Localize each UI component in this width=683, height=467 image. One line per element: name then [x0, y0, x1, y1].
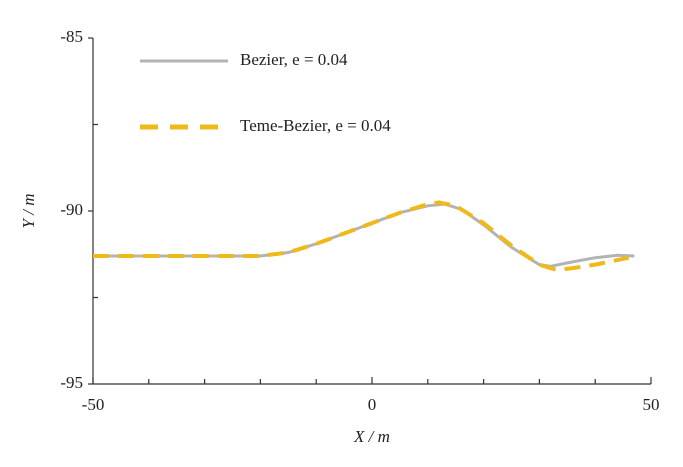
- y-axis-label: Y / m: [19, 194, 38, 229]
- x-axis-label: X / m: [353, 427, 390, 446]
- series-line: [93, 200, 630, 272]
- x-tick-label: 0: [368, 395, 377, 414]
- x-tick-label: 50: [643, 395, 660, 414]
- y-tick-label: -85: [60, 27, 83, 46]
- y-tick-label: -90: [60, 200, 83, 219]
- x-tick-label: -50: [82, 395, 105, 414]
- legend-label: Teme-Bezier, e = 0.04: [240, 116, 391, 135]
- legend-label: Bezier, e = 0.04: [240, 50, 348, 69]
- series-line: [93, 202, 635, 268]
- y-tick-label: -95: [60, 373, 83, 392]
